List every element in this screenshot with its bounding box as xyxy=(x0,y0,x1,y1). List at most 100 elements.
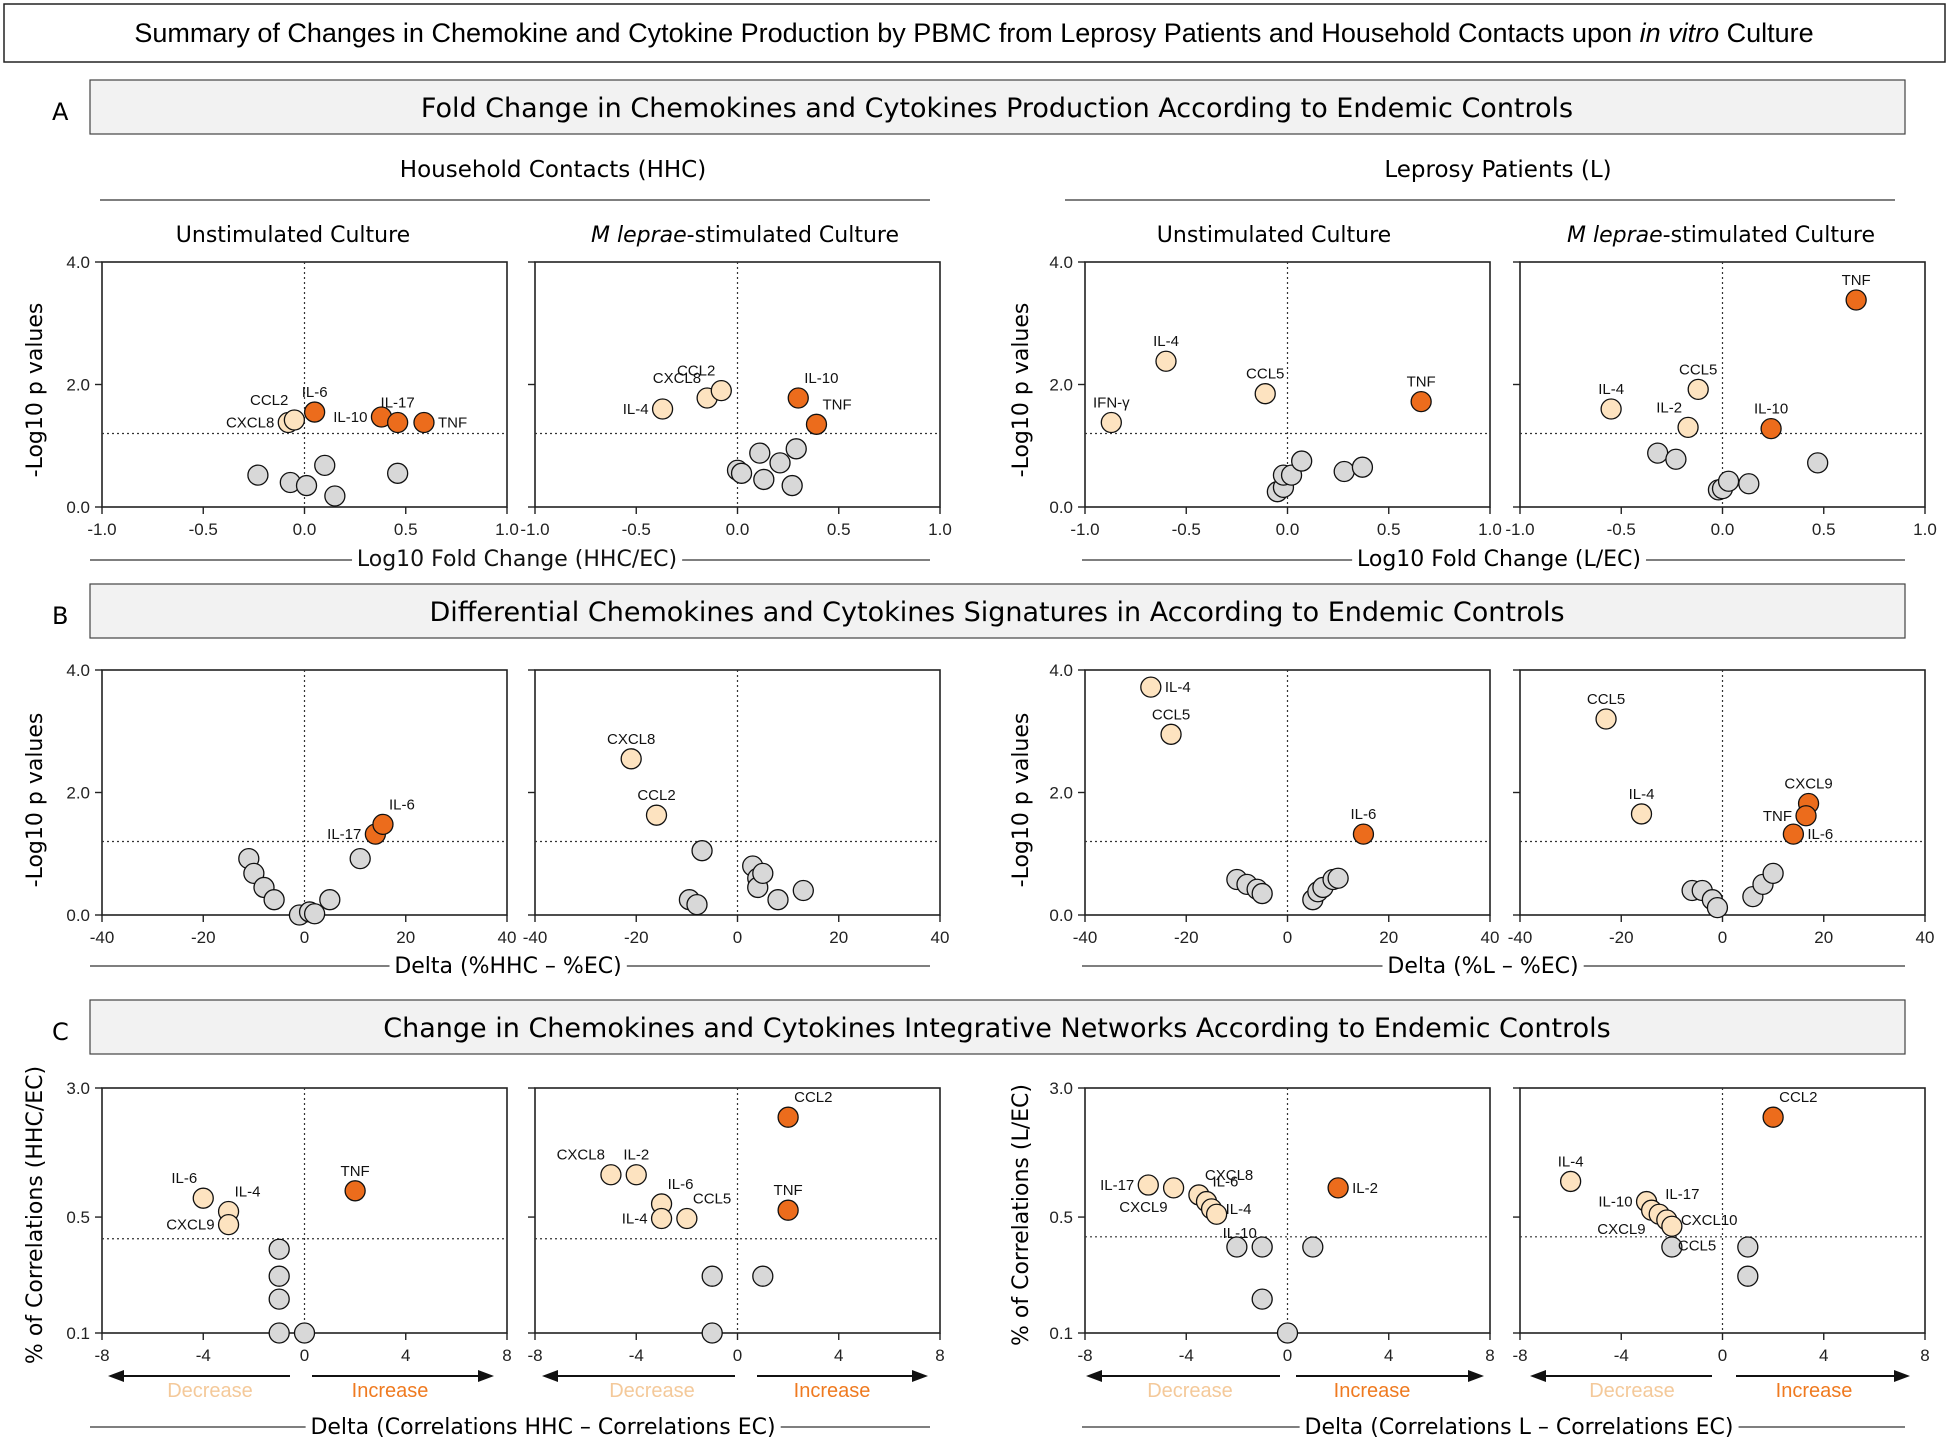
x-tick-label: 8 xyxy=(1920,1346,1929,1365)
data-point-ccl2 xyxy=(777,1106,799,1128)
b-hhc-x-title: Delta (%HHC – %EC) xyxy=(394,954,621,979)
section-letter-a: A xyxy=(52,98,69,126)
x-tick-label: 0 xyxy=(1718,1346,1727,1365)
x-tick-label: 40 xyxy=(498,928,517,947)
point-label: IL-10 xyxy=(333,409,367,426)
point-label: CXCL8 xyxy=(1205,1167,1253,1184)
x-tick-label: 0 xyxy=(1283,928,1292,947)
x-tick-label: -1.0 xyxy=(520,520,549,539)
decrease-label: Decrease xyxy=(1147,1380,1233,1402)
x-tick-label: -8 xyxy=(1077,1346,1092,1365)
increase-label: Increase xyxy=(794,1380,871,1402)
y-tick-label: 0.0 xyxy=(66,498,90,517)
point-label: IL-4 xyxy=(1558,1153,1584,1170)
data-point xyxy=(314,454,336,477)
point-label: CCL2 xyxy=(677,363,715,380)
point-label: IL-4 xyxy=(235,1184,261,1201)
data-point-tnf xyxy=(1410,390,1432,413)
panel-b-hhc-unstim: -40 -20 0 20 40 0.0 2.0 4.0 IL-17 IL-6 xyxy=(66,661,516,947)
x-tick-label: -40 xyxy=(523,928,548,947)
point-label: CCL2 xyxy=(794,1089,832,1106)
x-tick-label: 0 xyxy=(733,928,742,947)
x-tick-label: 0 xyxy=(1283,1346,1292,1365)
panel-a-l-stim: -1.0 -0.5 0.0 0.5 1.0 IL-4 IL-2 CCL5 IL-10 TNF xyxy=(1505,261,1937,539)
y-tick-label: 4.0 xyxy=(1049,253,1073,272)
point-label: IL-2 xyxy=(1352,1180,1378,1197)
x-tick-label: 0.0 xyxy=(293,520,317,539)
point-label: TNF xyxy=(822,396,851,413)
a-hhc-x-title: Log10 Fold Change (HHC/EC) xyxy=(357,547,677,572)
data-point xyxy=(1327,867,1349,889)
x-tick-label: -0.5 xyxy=(1172,520,1201,539)
data-point-il-4 xyxy=(1600,398,1622,420)
point-label: CCL5 xyxy=(693,1191,731,1208)
point-label: TNF xyxy=(341,1163,370,1180)
data-point-ccl5 xyxy=(1160,723,1182,745)
data-point-il-4 xyxy=(1630,803,1653,825)
panel-a-hhc-unstim: -1.0 -0.5 0.0 0.5 1.0 0.0 2.0 4.0 CXCL8 CCL2 IL-6 I… xyxy=(66,253,518,539)
x-tick-label: 20 xyxy=(829,928,848,947)
point-label: TNF xyxy=(774,1182,803,1199)
point-label: CXCL10 xyxy=(1681,1212,1738,1229)
section-letter-b: B xyxy=(52,602,68,630)
x-tick-label: 0 xyxy=(300,1346,309,1365)
data-point xyxy=(1333,460,1355,483)
point-label: CXCL8 xyxy=(607,731,655,748)
decrease-arrowhead-icon xyxy=(1086,1370,1102,1382)
data-point xyxy=(1807,452,1829,474)
increase-arrowhead-icon xyxy=(1468,1370,1484,1382)
point-label: CCL2 xyxy=(1779,1089,1817,1106)
data-point-ccl2 xyxy=(1762,1106,1784,1128)
x-tick-label: 0.5 xyxy=(827,520,851,539)
x-tick-label: -0.5 xyxy=(622,520,651,539)
data-point xyxy=(1351,456,1374,478)
x-tick-label: 1.0 xyxy=(1913,520,1937,539)
data-point-ifn-γ xyxy=(1100,411,1122,434)
data-point xyxy=(1661,1236,1683,1258)
data-point-il-2 xyxy=(1677,416,1699,439)
section-b-title: Differential Chemokines and Cytokines Si… xyxy=(429,597,1564,628)
point-label: IFN-γ xyxy=(1093,394,1130,411)
increase-label: Increase xyxy=(352,1380,429,1402)
y-tick-label: 0.5 xyxy=(1049,1208,1073,1227)
section-a-box xyxy=(89,79,1906,135)
panel-b-hhc-stim: -40 -20 0 20 40 CXCL8 CCL2 xyxy=(523,669,949,947)
c-l-stim-direction: Decrease Increase xyxy=(1530,1370,1910,1402)
data-point xyxy=(749,442,771,464)
data-point-tnf xyxy=(1845,289,1867,311)
y-tick-label: 4.0 xyxy=(1049,661,1073,680)
point-label: CCL2 xyxy=(250,392,288,409)
point-label: IL-4 xyxy=(1226,1201,1252,1218)
panel-c-hhc-unstim: -8 -4 0 4 8 0.1 0.5 3.0 IL-6 IL-4 CXCL9 TNF xyxy=(66,1079,511,1365)
data-point xyxy=(295,474,318,497)
panel-c-hhc-stim: -8 -4 0 4 8 CXCL8 IL-2 IL-6 IL-4 CCL5 CCL2 TNF xyxy=(527,1087,945,1365)
point-label: TNF xyxy=(1763,808,1792,825)
point-label: CXCL9 xyxy=(1597,1221,1645,1238)
decrease-arrowhead-icon xyxy=(108,1370,124,1382)
data-point xyxy=(1251,1236,1273,1258)
data-point-ccl2 xyxy=(710,379,732,402)
point-label: CCL5 xyxy=(1679,361,1717,378)
data-point xyxy=(386,462,409,484)
data-point-il-4 xyxy=(1559,1170,1582,1193)
x-tick-label: -20 xyxy=(624,928,649,947)
point-label: IL-6 xyxy=(171,1170,197,1187)
x-tick-label: -20 xyxy=(1174,928,1199,947)
point-label: IL-4 xyxy=(1629,786,1655,803)
x-tick-label: 20 xyxy=(396,928,415,947)
section-a-title: Fold Change in Chemokines and Cytokines … xyxy=(421,93,1573,124)
data-point-il-6 xyxy=(192,1187,214,1209)
point-label: IL-6 xyxy=(389,796,415,813)
point-label: CCL5 xyxy=(1152,706,1190,723)
data-point-il-4 xyxy=(651,398,674,420)
data-point xyxy=(1717,470,1740,492)
c-hhc-x-title: Delta (Correlations HHC – Correlations E… xyxy=(310,1415,775,1440)
point-label: IL-6 xyxy=(1807,826,1833,843)
a-hhc-y-title: -Log10 p values xyxy=(23,303,48,478)
decrease-label: Decrease xyxy=(1589,1380,1675,1402)
c-hhc-stim-direction: Decrease Increase xyxy=(542,1370,928,1402)
point-label: IL-10 xyxy=(804,370,838,387)
c-hhc-unstim-direction: Decrease Increase xyxy=(108,1370,494,1402)
point-label: IL-6 xyxy=(302,384,328,401)
x-tick-label: 8 xyxy=(1485,1346,1494,1365)
